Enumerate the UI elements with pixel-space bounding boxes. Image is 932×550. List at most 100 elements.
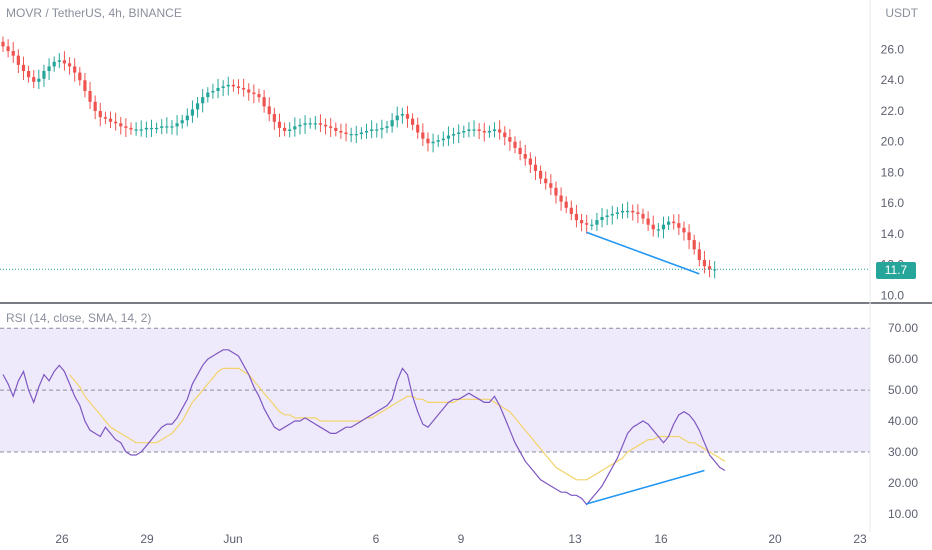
candle-body	[247, 89, 251, 93]
candle-body	[303, 123, 307, 125]
candle-body	[595, 220, 599, 225]
candle-body	[579, 220, 584, 224]
candle-body	[185, 115, 189, 121]
candle-body	[672, 221, 676, 224]
overlays-group	[0, 231, 870, 505]
time-tick-label: 29	[140, 532, 154, 546]
candle-body	[441, 138, 445, 141]
candle-body	[533, 164, 538, 171]
candle-body	[687, 232, 691, 241]
candle-body	[11, 51, 15, 56]
rsi-band-group	[0, 327, 870, 453]
price-tick-label: 14.0	[881, 227, 905, 241]
candle-body	[231, 84, 235, 87]
candle-body	[73, 66, 77, 73]
candle-body	[267, 106, 271, 115]
candle-body	[569, 207, 573, 214]
candle-body	[610, 213, 614, 216]
candle-body	[656, 229, 660, 231]
candle-body	[498, 129, 502, 133]
price-tick-label: 22.0	[881, 104, 905, 118]
candle-body	[323, 124, 328, 127]
candle-body	[451, 134, 456, 136]
candle-body	[1, 41, 5, 47]
candle-body	[713, 269, 717, 271]
candle-body	[574, 213, 579, 221]
rsi-tick-label: 10.00	[888, 507, 918, 521]
rsi-title[interactable]: RSI (14, close, SMA, 14, 2)	[6, 311, 152, 325]
candle-body	[615, 212, 619, 214]
candle-body	[98, 110, 102, 118]
candle-body	[554, 187, 558, 196]
candle-body	[411, 118, 415, 125]
rsi-tick-label: 50.00	[888, 383, 918, 397]
candle-body	[88, 91, 92, 102]
candle-body	[47, 66, 51, 72]
candle-body	[375, 129, 379, 131]
candle-body	[631, 210, 635, 213]
candle-body	[83, 80, 87, 92]
candle-body	[641, 213, 645, 219]
time-tick-label: Jun	[223, 532, 242, 546]
candle-body	[661, 224, 666, 230]
candle-body	[390, 120, 394, 127]
candle-body	[32, 77, 36, 82]
candle-body	[283, 127, 287, 131]
candle-body	[380, 127, 384, 130]
candle-body	[349, 134, 353, 136]
price-tick-label: 10.0	[881, 288, 905, 302]
candle-body	[697, 249, 701, 261]
last-price-tag: 11.7	[876, 262, 916, 279]
candle-body	[605, 215, 609, 218]
candle-body	[364, 130, 369, 133]
candle-body	[518, 147, 522, 155]
candle-body	[354, 134, 358, 136]
candle-body	[195, 103, 200, 110]
rsi-trendline	[586, 469, 705, 505]
candle-body	[6, 46, 10, 52]
candle-body	[42, 71, 46, 79]
candle-body	[421, 132, 425, 139]
candle-body	[119, 123, 123, 127]
candle-body	[677, 223, 681, 228]
candle-body	[149, 127, 154, 130]
candle-body	[129, 127, 133, 130]
candle-body	[370, 129, 374, 131]
candle-body	[262, 97, 266, 107]
candle-body	[16, 55, 20, 65]
candle-body	[539, 170, 543, 179]
time-tick-label: 13	[568, 532, 582, 546]
candle-body	[626, 210, 630, 213]
candle-body	[513, 141, 517, 148]
candle-body	[57, 60, 61, 62]
candle-body	[503, 132, 507, 138]
time-tick-label: 20	[768, 532, 782, 546]
time-tick-label: 9	[458, 532, 465, 546]
candle-body	[636, 212, 640, 214]
time-tick-label: 26	[55, 532, 69, 546]
candle-body	[492, 129, 497, 131]
rsi-tick-label: 60.00	[888, 352, 918, 366]
candle-body	[277, 121, 282, 128]
candle-body	[528, 158, 532, 165]
candle-body	[252, 92, 256, 95]
candle-body	[385, 126, 389, 128]
candle-body	[544, 178, 548, 184]
candle-body	[339, 130, 343, 133]
rsi-tick-label: 40.00	[888, 414, 918, 428]
rsi-tick-label: 20.00	[888, 476, 918, 490]
candle-body	[646, 218, 650, 225]
candle-body	[108, 118, 113, 122]
candle-body	[416, 124, 420, 133]
candle-body	[27, 71, 31, 78]
candle-body	[400, 114, 404, 116]
candle-body	[165, 126, 169, 128]
candle-body	[405, 114, 410, 119]
candle-body	[523, 154, 527, 159]
symbol-title[interactable]: MOVR / TetherUS, 4h, BINANCE	[6, 6, 182, 20]
candle-body	[298, 124, 302, 127]
candle-body	[426, 138, 430, 144]
candle-body	[155, 127, 159, 130]
